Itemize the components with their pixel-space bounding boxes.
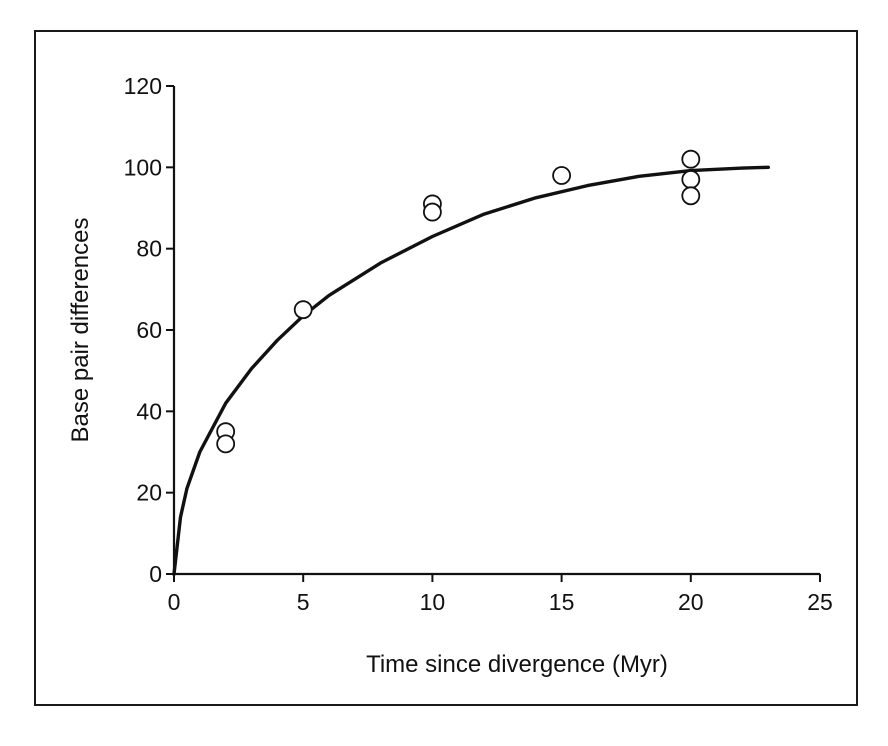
y-tick-label: 120 <box>124 73 162 99</box>
data-points-layer <box>216 149 701 454</box>
y-tick-label: 0 <box>149 561 162 587</box>
x-tick-label: 15 <box>549 589 575 615</box>
data-point <box>681 170 701 189</box>
data-point <box>681 186 701 206</box>
data-point <box>422 202 442 222</box>
data-point <box>216 434 236 454</box>
x-tick-label: 10 <box>420 589 446 615</box>
y-tick-label: 100 <box>124 154 162 180</box>
fit-curve-layer <box>172 165 770 576</box>
x-tick-label: 5 <box>297 589 310 615</box>
x-tick-label: 20 <box>678 589 704 615</box>
data-point <box>293 300 313 320</box>
x-tick-label: 25 <box>807 589 833 615</box>
axes <box>172 86 820 576</box>
y-tick-label: 40 <box>136 398 162 424</box>
data-point <box>681 149 701 169</box>
y-tick-label: 20 <box>136 480 162 506</box>
fit-curve <box>172 165 770 576</box>
ticks: 0 20 40 60 80 100 120 0 5 10 15 20 25 <box>124 73 833 615</box>
y-tick-label: 80 <box>136 236 162 262</box>
y-axis-title: Base pair differences <box>67 217 94 442</box>
x-axis-title: Time since divergence (Myr) <box>366 651 668 678</box>
y-tick-label: 60 <box>136 317 162 343</box>
data-point <box>552 166 571 185</box>
chart-frame <box>34 30 858 706</box>
x-tick-label: 0 <box>168 589 181 615</box>
